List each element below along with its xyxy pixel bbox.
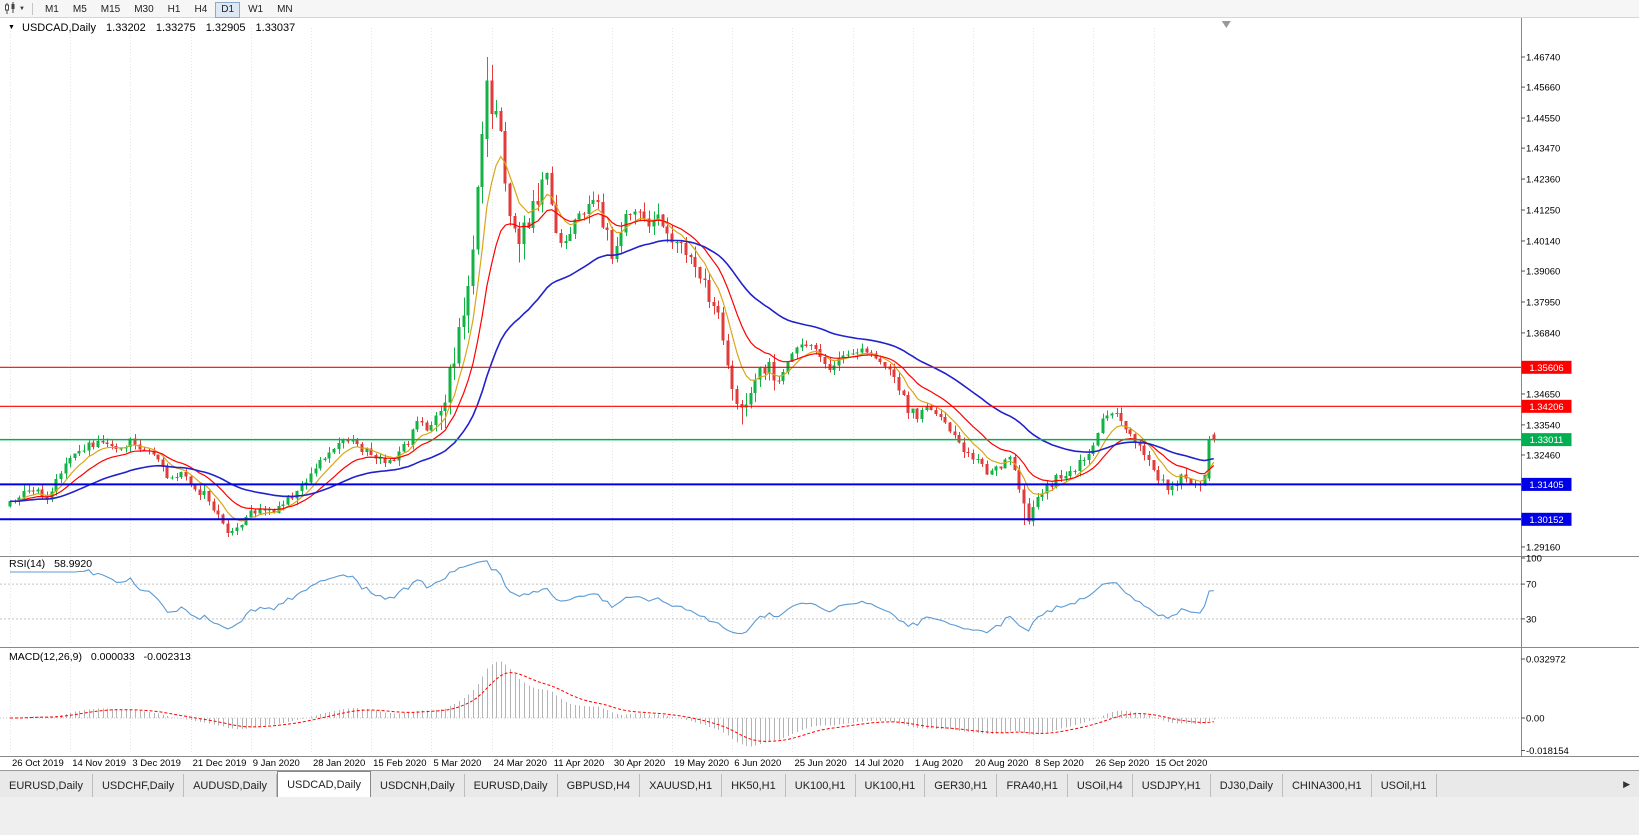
timeframe-button-h1[interactable]: H1	[162, 2, 187, 18]
svg-text:1 Aug 2020: 1 Aug 2020	[915, 758, 963, 769]
chart-tab-xauusd-h1[interactable]: XAUUSD,H1	[640, 774, 723, 797]
svg-text:15 Feb 2020: 15 Feb 2020	[373, 758, 426, 769]
svg-text:28 Jan 2020: 28 Jan 2020	[313, 758, 365, 769]
ma-line-fast	[9, 155, 1215, 522]
chart-tab-ger30-h1[interactable]: GER30,H1	[925, 774, 998, 797]
chart-tab-usoil-h4[interactable]: USOil,H4	[1067, 774, 1133, 797]
svg-text:14 Nov 2019: 14 Nov 2019	[72, 758, 126, 769]
svg-text:6 Jun 2020: 6 Jun 2020	[734, 758, 781, 769]
chart-tab-usdchf-daily[interactable]: USDCHF,Daily	[92, 774, 185, 797]
chart-type-dropdown-icon[interactable]: ▼	[19, 5, 25, 12]
svg-text:3 Dec 2019: 3 Dec 2019	[132, 758, 181, 769]
chart-tab-uk100-h1[interactable]: UK100,H1	[785, 774, 856, 797]
svg-text:30: 30	[1526, 614, 1537, 625]
timeframe-button-m5[interactable]: M5	[67, 2, 93, 18]
ma-line-medium	[9, 209, 1215, 511]
timeframe-buttons-group: M1 M5 M15 M30 H1 H4 D1 W1 MN	[38, 0, 300, 18]
hline-price-tags: 1.35606 1.34206 1.33011 1.31405 1.30152	[1521, 360, 1572, 526]
timeframe-button-mn[interactable]: MN	[271, 2, 299, 18]
tabs-scroll-right-button[interactable]: ▶	[1614, 771, 1639, 797]
svg-text:1.42360: 1.42360	[1526, 175, 1560, 186]
svg-text:1.43470: 1.43470	[1526, 144, 1560, 155]
svg-text:-0.018154: -0.018154	[1526, 746, 1569, 757]
timeframe-button-d1[interactable]: D1	[215, 2, 241, 18]
chart-tab-usdjpy-h1[interactable]: USDJPY,H1	[1132, 774, 1211, 797]
timeframe-button-m15[interactable]: M15	[95, 2, 126, 18]
price-axis-labels: 1.46740 1.45660 1.44550 1.43470 1.42360 1.412…	[1521, 53, 1560, 553]
svg-text:30 Apr 2020: 30 Apr 2020	[614, 758, 665, 769]
chart-window: 1.46740 1.45660 1.44550 1.43470 1.42360 1.412…	[0, 18, 1639, 770]
svg-text:1.39060: 1.39060	[1526, 267, 1560, 278]
svg-text:1.33540: 1.33540	[1526, 420, 1560, 431]
ma-line-slow	[9, 239, 1214, 503]
svg-text:19 May 2020: 19 May 2020	[674, 758, 729, 769]
chart-tab-hk50-h1[interactable]: HK50,H1	[722, 774, 786, 797]
svg-text:21 Dec 2019: 21 Dec 2019	[193, 758, 247, 769]
svg-text:26 Sep 2020: 26 Sep 2020	[1095, 758, 1149, 769]
chart-type-icon[interactable]	[4, 2, 18, 15]
chart-tab-eurusd-daily[interactable]: EURUSD,Daily	[464, 774, 558, 797]
svg-text:1.30152: 1.30152	[1529, 515, 1563, 526]
svg-text:1.34206: 1.34206	[1529, 402, 1563, 413]
svg-text:0.032972: 0.032972	[1526, 654, 1566, 665]
svg-text:1.36840: 1.36840	[1526, 328, 1560, 339]
svg-text:1.41250: 1.41250	[1526, 206, 1560, 217]
svg-text:70: 70	[1526, 580, 1537, 591]
svg-text:1.44550: 1.44550	[1526, 114, 1560, 125]
svg-text:14 Jul 2020: 14 Jul 2020	[855, 758, 904, 769]
svg-text:0.00: 0.00	[1526, 714, 1545, 725]
svg-text:1.33011: 1.33011	[1530, 435, 1564, 446]
chart-shift-marker	[1221, 21, 1231, 28]
svg-text:1.29160: 1.29160	[1526, 542, 1560, 553]
timeframe-button-h4[interactable]: H4	[188, 2, 213, 18]
chart-background	[0, 18, 1639, 770]
timeframe-button-w1[interactable]: W1	[242, 2, 269, 18]
svg-text:5 Mar 2020: 5 Mar 2020	[433, 758, 481, 769]
chart-tab-fra40-h1[interactable]: FRA40,H1	[997, 774, 1068, 797]
chart-tabs-bar: EURUSD,Daily USDCHF,Daily AUDUSD,Daily USDC…	[0, 770, 1639, 797]
svg-text:1.46740: 1.46740	[1526, 53, 1560, 64]
svg-text:25 Jun 2020: 25 Jun 2020	[794, 758, 846, 769]
svg-text:15 Oct 2020: 15 Oct 2020	[1156, 758, 1208, 769]
status-strip	[0, 797, 1639, 835]
svg-text:1.35606: 1.35606	[1529, 363, 1563, 374]
svg-text:8 Sep 2020: 8 Sep 2020	[1035, 758, 1084, 769]
svg-text:24 Mar 2020: 24 Mar 2020	[494, 758, 547, 769]
timeframe-button-m1[interactable]: M1	[39, 2, 65, 18]
chart-tab-usdcnh-daily[interactable]: USDCNH,Daily	[371, 774, 465, 797]
rsi-line	[10, 560, 1214, 635]
macd-histogram	[15, 661, 1215, 747]
toolbar-separator	[31, 2, 33, 15]
date-axis-labels: 26 Oct 2019 14 Nov 2019 3 Dec 2019 21 Dec 2…	[12, 758, 1207, 769]
chart-tab-usdcad-daily[interactable]: USDCAD,Daily	[277, 771, 372, 797]
chart-tabs-group: EURUSD,Daily USDCHF,Daily AUDUSD,Daily USDC…	[0, 771, 1437, 797]
tabs-scroll-right-icon: ▶	[1623, 778, 1630, 789]
macd-signal-line	[10, 672, 1214, 742]
timeframe-button-m30[interactable]: M30	[128, 2, 159, 18]
svg-text:1.34650: 1.34650	[1526, 389, 1560, 400]
price-chart-canvas[interactable]: 1.46740 1.45660 1.44550 1.43470 1.42360 1.412…	[0, 18, 1639, 770]
panel-separators	[0, 556, 1639, 757]
svg-text:1.31405: 1.31405	[1529, 480, 1563, 491]
svg-text:26 Oct 2019: 26 Oct 2019	[12, 758, 64, 769]
chart-tab-china300-h1[interactable]: CHINA300,H1	[1282, 774, 1372, 797]
svg-text:1.37950: 1.37950	[1526, 297, 1560, 308]
svg-text:11 Apr 2020: 11 Apr 2020	[554, 758, 605, 769]
svg-text:100: 100	[1526, 554, 1542, 565]
chart-tab-gbpusd-h4[interactable]: GBPUSD,H4	[557, 774, 641, 797]
chart-tab-dj30-daily[interactable]: DJ30,Daily	[1210, 774, 1283, 797]
chart-tab-eurusd-daily[interactable]: EURUSD,Daily	[0, 774, 93, 797]
svg-text:9 Jan 2020: 9 Jan 2020	[253, 758, 300, 769]
chart-tab-uk100-h1[interactable]: UK100,H1	[855, 774, 926, 797]
svg-text:1.45660: 1.45660	[1526, 83, 1560, 94]
chart-tab-audusd-daily[interactable]: AUDUSD,Daily	[184, 774, 278, 797]
svg-text:1.40140: 1.40140	[1526, 236, 1560, 247]
chart-tab-usoil-h1[interactable]: USOil,H1	[1371, 774, 1437, 797]
svg-text:1.32460: 1.32460	[1526, 450, 1560, 461]
svg-text:20 Aug 2020: 20 Aug 2020	[975, 758, 1028, 769]
timeframe-toolbar: ▼ M1 M5 M15 M30 H1 H4 D1 W1 MN	[0, 0, 1639, 18]
